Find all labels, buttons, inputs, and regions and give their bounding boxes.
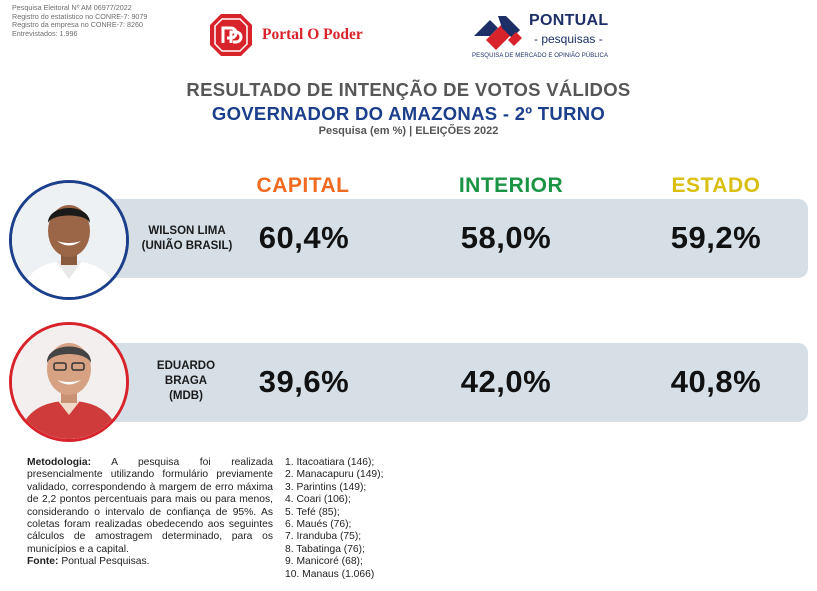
pontual-pesquisas-logo[interactable]: PONTUAL - pesquisas - PESQUISA DE MERCAD… bbox=[472, 8, 642, 64]
pontual-logo-tagline: PESQUISA DE MERCADO E OPINIÃO PÚBLICA bbox=[472, 53, 609, 59]
page-title: RESULTADO DE INTENÇÃO DE VOTOS VÁLIDOS bbox=[186, 79, 631, 100]
value-interior: 58,0% bbox=[460, 220, 552, 255]
city-item: 2. Manacapuru (149); bbox=[285, 469, 384, 481]
candidate-party: (UNIÃO BRASIL) bbox=[141, 240, 233, 252]
city-item: 5. Tefé (85); bbox=[285, 506, 340, 518]
methodology-label: Metodologia: bbox=[27, 457, 92, 468]
value-capital: 60,4% bbox=[258, 220, 350, 255]
city-item: 3. Parintins (149); bbox=[285, 481, 367, 493]
candidate-name-line: BRAGA bbox=[164, 375, 208, 387]
value-interior: 42,0% bbox=[460, 364, 552, 399]
methodology-text: Metodologia: A pesquisa foi realizada pr… bbox=[27, 457, 273, 569]
column-header-interior: INTERIOR bbox=[458, 174, 564, 197]
portal-logo-name: Portal O Poder bbox=[262, 26, 363, 43]
registry-line: Registro da empresa no CONRE-7: 8260 bbox=[12, 20, 144, 30]
candidate-name: EDUARDO BRAGA (MDB) bbox=[131, 359, 241, 404]
pontual-logo-name: PONTUAL bbox=[529, 12, 609, 29]
value-capital: 39,6% bbox=[258, 364, 350, 399]
source-label: Fonte: bbox=[27, 556, 59, 568]
registry-line: Pesquisa Eleitoral Nº AM 06977/2022 bbox=[12, 3, 132, 12]
source-text: Pontual Pesquisas. bbox=[58, 556, 150, 568]
city-item: 1. Itacoatiara (146); bbox=[285, 457, 375, 468]
portal-logo-icon bbox=[208, 12, 254, 58]
column-header-estado: ESTADO bbox=[671, 174, 761, 197]
column-header-capital: CAPITAL bbox=[256, 174, 350, 197]
candidate-photo-avatar bbox=[9, 180, 129, 300]
page-subtitle: GOVERNADOR DO AMAZONAS - 2º TURNO bbox=[211, 103, 606, 124]
candidate-photo-avatar bbox=[9, 322, 129, 442]
candidate-name-line: EDUARDO bbox=[156, 360, 216, 372]
city-item: 7. Iranduba (75); bbox=[285, 531, 362, 543]
candidate-party: (MDB) bbox=[169, 390, 203, 402]
city-item: 4. Coari (106); bbox=[285, 494, 351, 506]
candidate-row-band bbox=[22, 343, 808, 422]
methodology-body: A pesquisa foi realizada presencialmente… bbox=[27, 457, 273, 555]
registry-info: Pesquisa Eleitoral Nº AM 06977/2022 Regi… bbox=[12, 3, 148, 38]
pontual-logo-icon bbox=[472, 10, 524, 54]
portal-o-poder-logo[interactable]: Portal O Poder bbox=[208, 12, 363, 58]
candidate-row-band bbox=[22, 199, 808, 278]
value-estado: 40,8% bbox=[670, 364, 762, 399]
candidate-name: WILSON LIMA (UNIÃO BRASIL) bbox=[132, 224, 242, 254]
city-item: 8. Tabatinga (76); bbox=[285, 543, 365, 555]
pontual-logo-sub: - pesquisas - bbox=[534, 32, 603, 46]
registry-line: Registro do estatístico no CONRE-7: 9079 bbox=[12, 11, 148, 21]
city-item: 9. Manicoré (68); bbox=[285, 556, 363, 568]
value-estado: 59,2% bbox=[670, 220, 762, 255]
city-item: 6. Maués (76); bbox=[285, 519, 352, 531]
candidate-name-line: WILSON LIMA bbox=[148, 225, 226, 237]
survey-note: Pesquisa (em %) | ELEIÇÕES 2022 bbox=[318, 125, 499, 137]
cities-list: 1. Itacoatiara (146); 2. Manacapuru (149… bbox=[285, 457, 383, 581]
registry-line: Entrevistados: 1.996 bbox=[12, 28, 78, 38]
city-item: 10. Manaus (1.066) bbox=[285, 568, 375, 580]
